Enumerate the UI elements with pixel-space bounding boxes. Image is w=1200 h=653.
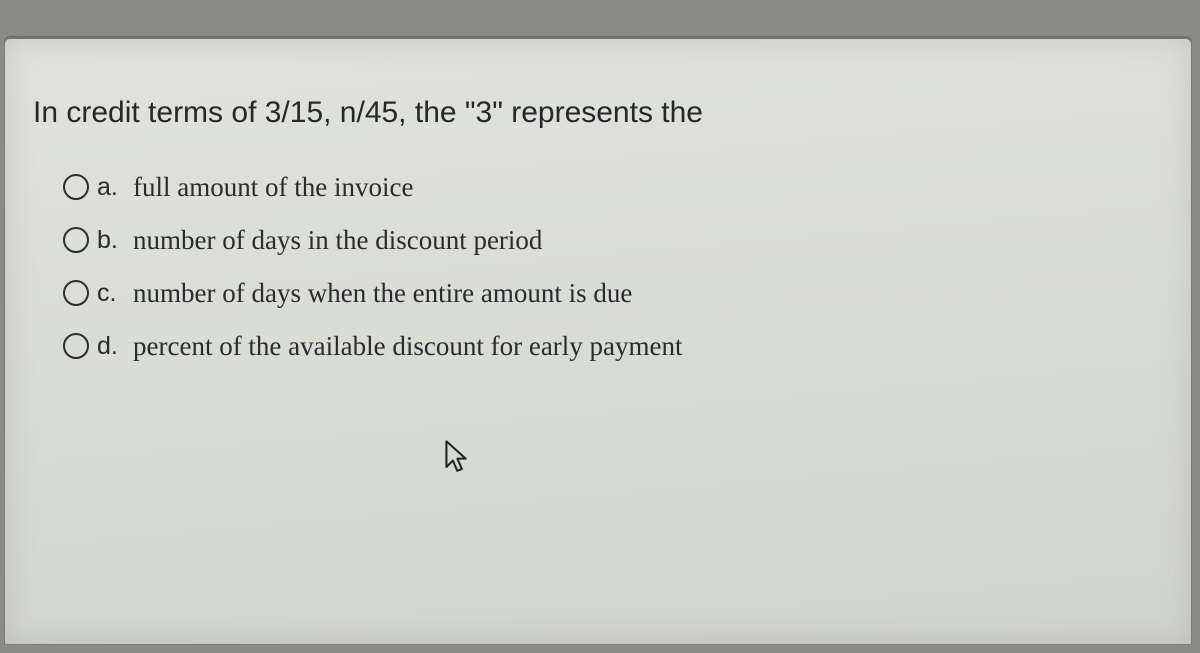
option-letter: b.	[97, 226, 125, 255]
option-d[interactable]: d. percent of the available discount for…	[63, 327, 1163, 366]
option-text: number of days when the entire amount is…	[133, 274, 632, 313]
option-letter: d.	[97, 332, 125, 361]
option-text: percent of the available discount for ea…	[133, 327, 683, 366]
question-block: In credit terms of 3/15, n/45, the "3" r…	[33, 93, 1163, 366]
radio-icon[interactable]	[63, 227, 89, 253]
option-text: full amount of the invoice	[133, 168, 413, 207]
option-text: number of days in the discount period	[133, 221, 542, 260]
question-text: In credit terms of 3/15, n/45, the "3" r…	[33, 93, 1163, 134]
cursor-icon	[444, 440, 472, 476]
options-list: a. full amount of the invoice b. number …	[33, 168, 1163, 367]
question-panel: In credit terms of 3/15, n/45, the "3" r…	[4, 38, 1192, 645]
option-a[interactable]: a. full amount of the invoice	[63, 168, 1163, 207]
radio-icon[interactable]	[63, 280, 89, 306]
option-letter: a.	[97, 173, 125, 202]
option-c[interactable]: c. number of days when the entire amount…	[63, 274, 1163, 313]
radio-icon[interactable]	[63, 174, 89, 200]
option-letter: c.	[97, 279, 125, 308]
radio-icon[interactable]	[63, 333, 89, 359]
option-b[interactable]: b. number of days in the discount period	[63, 221, 1163, 260]
